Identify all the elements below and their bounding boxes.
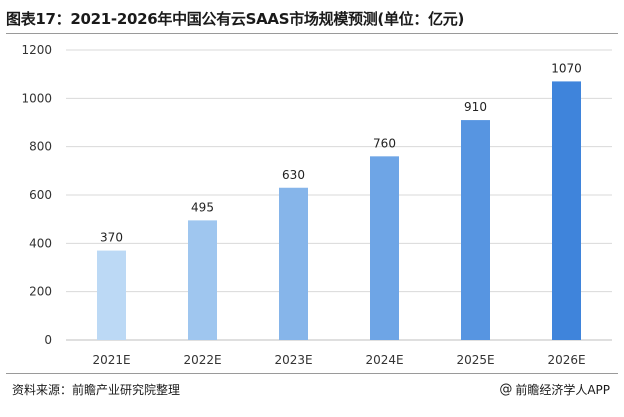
footer-divider [6, 373, 618, 374]
x-tick-label: 2024E [365, 353, 403, 367]
bar [188, 220, 217, 340]
y-tick-label: 1200 [21, 43, 52, 57]
at-sign-icon: @ [499, 382, 513, 397]
title-divider [6, 33, 618, 34]
y-tick-label: 800 [29, 140, 52, 154]
credit: @ 前瞻经济学人APP [499, 381, 610, 398]
bar [97, 250, 126, 340]
bar [370, 156, 399, 340]
gridlines [66, 49, 612, 293]
bars [97, 81, 581, 341]
data-label: 370 [100, 231, 123, 245]
x-tick-label: 2022E [183, 353, 221, 367]
y-tick-label: 0 [44, 333, 52, 347]
source-note: 资料来源：前瞻产业研究院整理 [12, 383, 181, 397]
bar [279, 187, 308, 340]
y-tick-label: 200 [29, 285, 52, 299]
data-label: 495 [191, 200, 214, 214]
bar [461, 120, 490, 340]
x-tick-label: 2021E [92, 353, 130, 367]
x-tick-label: 2025E [456, 353, 494, 367]
data-label: 630 [282, 168, 305, 182]
y-tick-label: 600 [29, 188, 52, 202]
data-label: 760 [373, 136, 396, 150]
data-label: 910 [464, 100, 487, 114]
y-tick-label: 1000 [21, 91, 52, 105]
x-tick-label: 2023E [274, 353, 312, 367]
credit-label: 前瞻经济学人APP [515, 383, 610, 397]
y-tick-label: 400 [29, 236, 52, 250]
x-tick-label: 2026E [547, 353, 585, 367]
labels: 0 200 400 600 800 1000 1200 370 2021E 495 2022E 630… [21, 43, 585, 367]
chart-title: 图表17：2021-2026年中国公有云SAAS市场规模预测(单位：亿元) [6, 10, 465, 28]
data-label: 1070 [551, 61, 582, 75]
bar [552, 81, 581, 341]
